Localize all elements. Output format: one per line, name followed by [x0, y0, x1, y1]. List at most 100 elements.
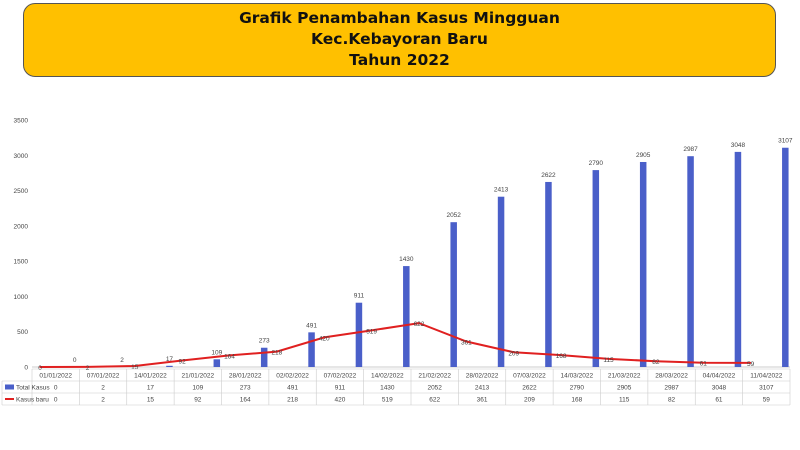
chart-title-line-3: Tahun 2022 — [349, 51, 450, 69]
x-category-label: 01/01/2022 — [39, 373, 72, 380]
table-cell-total-kasus: 2790 — [570, 385, 585, 392]
chart-title-box: Grafik Penambahan Kasus Mingguan Kec.Keb… — [23, 3, 776, 77]
y-tick-label: 3000 — [14, 153, 29, 160]
table-cell-kasus-baru: 15 — [147, 397, 155, 404]
chart-title-line-1: Grafik Penambahan Kasus Mingguan — [239, 9, 560, 27]
line-data-label: 622 — [414, 321, 425, 328]
line-point-kasus-baru — [181, 359, 183, 362]
line-data-label: 209 — [508, 350, 519, 357]
line-data-label: 15 — [131, 364, 139, 371]
line-point-kasus-baru — [655, 360, 657, 363]
table-cell-kasus-baru: 209 — [524, 397, 535, 404]
x-category-label: 04/04/2022 — [703, 373, 736, 380]
line-point-kasus-baru — [276, 350, 278, 353]
y-tick-label: 2500 — [14, 188, 29, 195]
bar-total-kasus — [166, 365, 173, 367]
bar-total-kasus — [355, 302, 363, 367]
x-category-label: 21/02/2022 — [418, 373, 451, 380]
bar-total-kasus — [782, 147, 789, 367]
line-point-kasus-baru — [228, 354, 231, 357]
line-point-kasus-baru — [512, 351, 515, 354]
bar-data-label: 273 — [259, 338, 270, 345]
x-category-label: 28/03/2022 — [655, 373, 688, 380]
bar-total-kasus — [687, 156, 694, 367]
bar-data-label: 2622 — [541, 172, 556, 179]
line-data-label: 0 — [38, 365, 42, 372]
table-cell-total-kasus: 2622 — [522, 385, 537, 392]
table-cell-kasus-baru: 82 — [668, 397, 676, 404]
table-cell-kasus-baru: 59 — [763, 397, 771, 404]
bar-total-kasus — [545, 181, 552, 367]
table-cell-kasus-baru: 0 — [54, 397, 58, 404]
bar-data-label: 3048 — [731, 142, 746, 149]
table-cell-kasus-baru: 115 — [619, 397, 630, 404]
legend-label-kasus-baru: Kasus baru — [16, 397, 49, 404]
table-cell-total-kasus: 2 — [101, 385, 105, 392]
table-cell-kasus-baru: 61 — [715, 397, 723, 404]
bar-data-label: 109 — [211, 349, 222, 356]
bar-total-kasus — [734, 151, 742, 367]
x-category-label: 14/02/2022 — [371, 373, 404, 380]
line-data-label: 115 — [603, 357, 614, 364]
table-cell-kasus-baru: 168 — [571, 397, 582, 404]
x-category-label: 21/01/2022 — [182, 373, 215, 380]
line-data-label: 82 — [652, 359, 660, 366]
bar-data-label: 2905 — [636, 152, 651, 159]
bar-total-kasus — [497, 196, 505, 367]
bar-total-kasus — [260, 347, 268, 367]
line-point-kasus-baru — [39, 366, 41, 368]
y-tick-label: 500 — [17, 329, 28, 336]
line-point-kasus-baru — [133, 365, 136, 367]
table-cell-total-kasus: 3107 — [759, 385, 774, 392]
table-cell-kasus-baru: 218 — [287, 397, 298, 404]
bar-total-kasus — [639, 161, 647, 367]
line-data-label: 168 — [556, 353, 567, 360]
table-cell-kasus-baru: 92 — [194, 397, 202, 404]
bar-data-label: 911 — [354, 293, 365, 300]
y-tick-label: 1500 — [14, 259, 29, 266]
table-cell-total-kasus: 2987 — [664, 385, 679, 392]
x-category-label: 02/02/2022 — [276, 373, 309, 380]
legend-label-total-kasus: Total Kasus — [16, 385, 50, 392]
bar-data-label: 2413 — [494, 187, 509, 194]
line-point-kasus-baru — [560, 354, 562, 356]
table-cell-total-kasus: 17 — [147, 385, 155, 392]
line-data-label: 164 — [224, 353, 235, 360]
bar-data-label: 1430 — [399, 256, 414, 263]
bar-data-label: 2052 — [446, 212, 461, 219]
bar-data-label: 3107 — [778, 138, 793, 145]
line-point-kasus-baru — [418, 322, 420, 324]
table-cell-total-kasus: 1430 — [380, 385, 395, 392]
x-category-label: 14/03/2022 — [561, 373, 594, 380]
line-data-label: 420 — [319, 335, 330, 342]
table-cell-kasus-baru: 519 — [382, 397, 393, 404]
line-kasus-baru — [39, 322, 751, 368]
x-category-label: 28/02/2022 — [466, 373, 499, 380]
line-data-label: 2 — [86, 365, 90, 372]
y-tick-label: 0 — [24, 365, 28, 372]
x-category-label: 21/03/2022 — [608, 373, 641, 380]
bar-total-kasus — [450, 222, 457, 367]
table-cell-total-kasus: 0 — [54, 385, 58, 392]
table-cell-kasus-baru: 420 — [335, 397, 346, 404]
table-cell-total-kasus: 2413 — [475, 385, 490, 392]
bar-data-label: 491 — [306, 322, 317, 329]
bar-data-label: 17 — [166, 356, 174, 363]
x-category-label: 07/03/2022 — [513, 373, 546, 380]
line-data-label: 519 — [366, 328, 377, 335]
bar-total-kasus — [403, 266, 410, 367]
x-category-label: 07/02/2022 — [324, 373, 357, 380]
table-cell-total-kasus: 3048 — [712, 385, 727, 392]
table-cell-total-kasus: 109 — [192, 385, 203, 392]
table-cell-total-kasus: 273 — [240, 385, 251, 392]
table-cell-total-kasus: 2052 — [427, 385, 442, 392]
line-data-label: 59 — [747, 361, 755, 368]
y-tick-label: 3500 — [14, 118, 29, 125]
line-point-kasus-baru — [370, 329, 373, 332]
line-data-label: 61 — [700, 361, 708, 368]
bar-data-label: 2 — [120, 357, 124, 364]
x-category-label: 07/01/2022 — [87, 373, 120, 380]
x-category-label: 28/01/2022 — [229, 373, 262, 380]
table-cell-kasus-baru: 622 — [429, 397, 440, 404]
